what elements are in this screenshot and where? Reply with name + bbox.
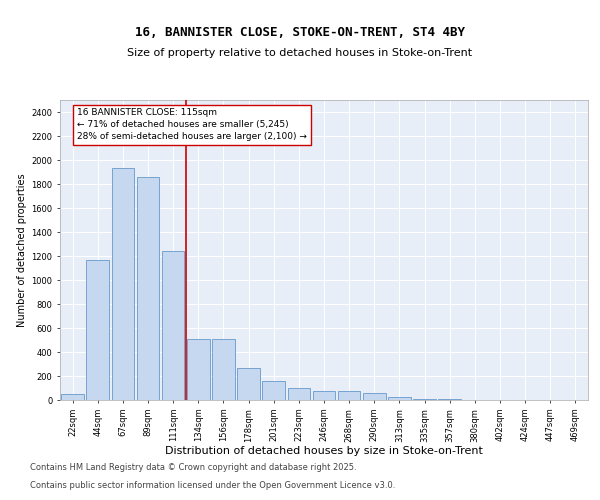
X-axis label: Distribution of detached houses by size in Stoke-on-Trent: Distribution of detached houses by size … bbox=[165, 446, 483, 456]
Bar bbox=[388, 396, 411, 400]
Bar bbox=[112, 168, 134, 400]
Y-axis label: Number of detached properties: Number of detached properties bbox=[17, 173, 27, 327]
Text: 16, BANNISTER CLOSE, STOKE-ON-TRENT, ST4 4BY: 16, BANNISTER CLOSE, STOKE-ON-TRENT, ST4… bbox=[135, 26, 465, 39]
Bar bbox=[162, 251, 184, 400]
Bar bbox=[413, 399, 436, 400]
Bar bbox=[86, 260, 109, 400]
Bar bbox=[212, 339, 235, 400]
Text: Size of property relative to detached houses in Stoke-on-Trent: Size of property relative to detached ho… bbox=[127, 48, 473, 58]
Bar bbox=[61, 394, 84, 400]
Bar bbox=[338, 391, 361, 400]
Text: Contains public sector information licensed under the Open Government Licence v3: Contains public sector information licen… bbox=[30, 481, 395, 490]
Bar bbox=[237, 368, 260, 400]
Bar bbox=[363, 394, 386, 400]
Text: 16 BANNISTER CLOSE: 115sqm
← 71% of detached houses are smaller (5,245)
28% of s: 16 BANNISTER CLOSE: 115sqm ← 71% of deta… bbox=[77, 108, 307, 141]
Bar bbox=[287, 388, 310, 400]
Bar bbox=[137, 177, 160, 400]
Bar bbox=[313, 391, 335, 400]
Bar bbox=[187, 339, 209, 400]
Text: Contains HM Land Registry data © Crown copyright and database right 2025.: Contains HM Land Registry data © Crown c… bbox=[30, 464, 356, 472]
Bar bbox=[262, 381, 285, 400]
